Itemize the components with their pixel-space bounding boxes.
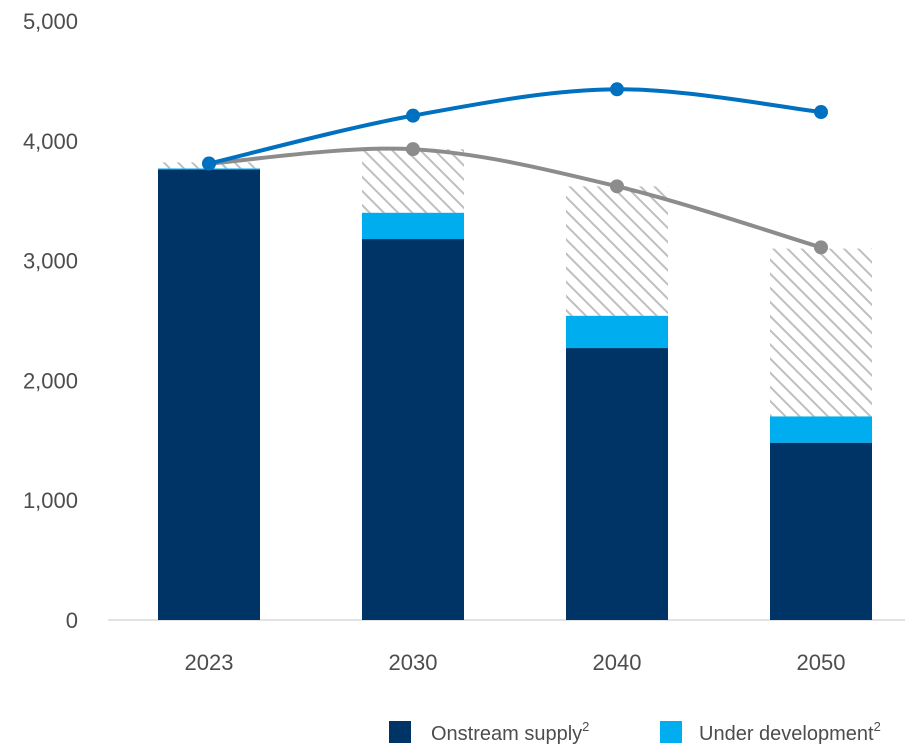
bar-hatched-segment <box>362 149 464 213</box>
line-grey-point <box>814 240 828 255</box>
line-blue-point <box>406 108 420 123</box>
bar-under-development <box>566 315 668 349</box>
x-axis: 2023 2030 2040 2050 <box>108 619 905 675</box>
y-tick-label: 4,000 <box>23 129 78 154</box>
y-tick-label: 2,000 <box>23 368 78 393</box>
legend: Onstream supply2 Under development2 <box>389 719 881 745</box>
legend-label-onstream-supply: Onstream supply2 <box>431 719 589 745</box>
legend-swatch-under-development <box>660 721 682 743</box>
bar-hatched-segment <box>770 248 872 417</box>
bar-onstream-supply <box>770 442 872 620</box>
x-tick-label: 2040 <box>593 650 642 675</box>
line-grey-point <box>610 179 624 194</box>
bar-onstream-supply <box>158 169 260 620</box>
y-tick-label: 0 <box>66 608 78 633</box>
y-tick-label: 3,000 <box>23 249 78 274</box>
line-blue <box>207 87 823 166</box>
y-axis: 0 1,000 2,000 3,000 4,000 5,000 <box>23 9 78 633</box>
legend-label-under-development: Under development2 <box>699 719 881 745</box>
bar-under-development <box>362 212 464 240</box>
legend-swatch-onstream-supply <box>389 721 411 743</box>
y-tick-label: 5,000 <box>23 9 78 34</box>
line-grey <box>207 146 823 250</box>
line-blue-point <box>202 156 216 171</box>
bar-hatched-segment <box>566 186 668 316</box>
bar-under-development <box>770 416 872 443</box>
line-blue-point <box>610 82 624 97</box>
line-blue-point <box>814 105 828 120</box>
lines <box>202 82 828 255</box>
bars <box>158 149 872 620</box>
y-tick-label: 1,000 <box>23 488 78 513</box>
line-grey-point <box>406 142 420 157</box>
x-tick-label: 2030 <box>389 650 438 675</box>
x-tick-label: 2050 <box>797 650 846 675</box>
bar-onstream-supply <box>362 239 464 620</box>
bar-onstream-supply <box>566 348 668 620</box>
x-tick-label: 2023 <box>185 650 234 675</box>
